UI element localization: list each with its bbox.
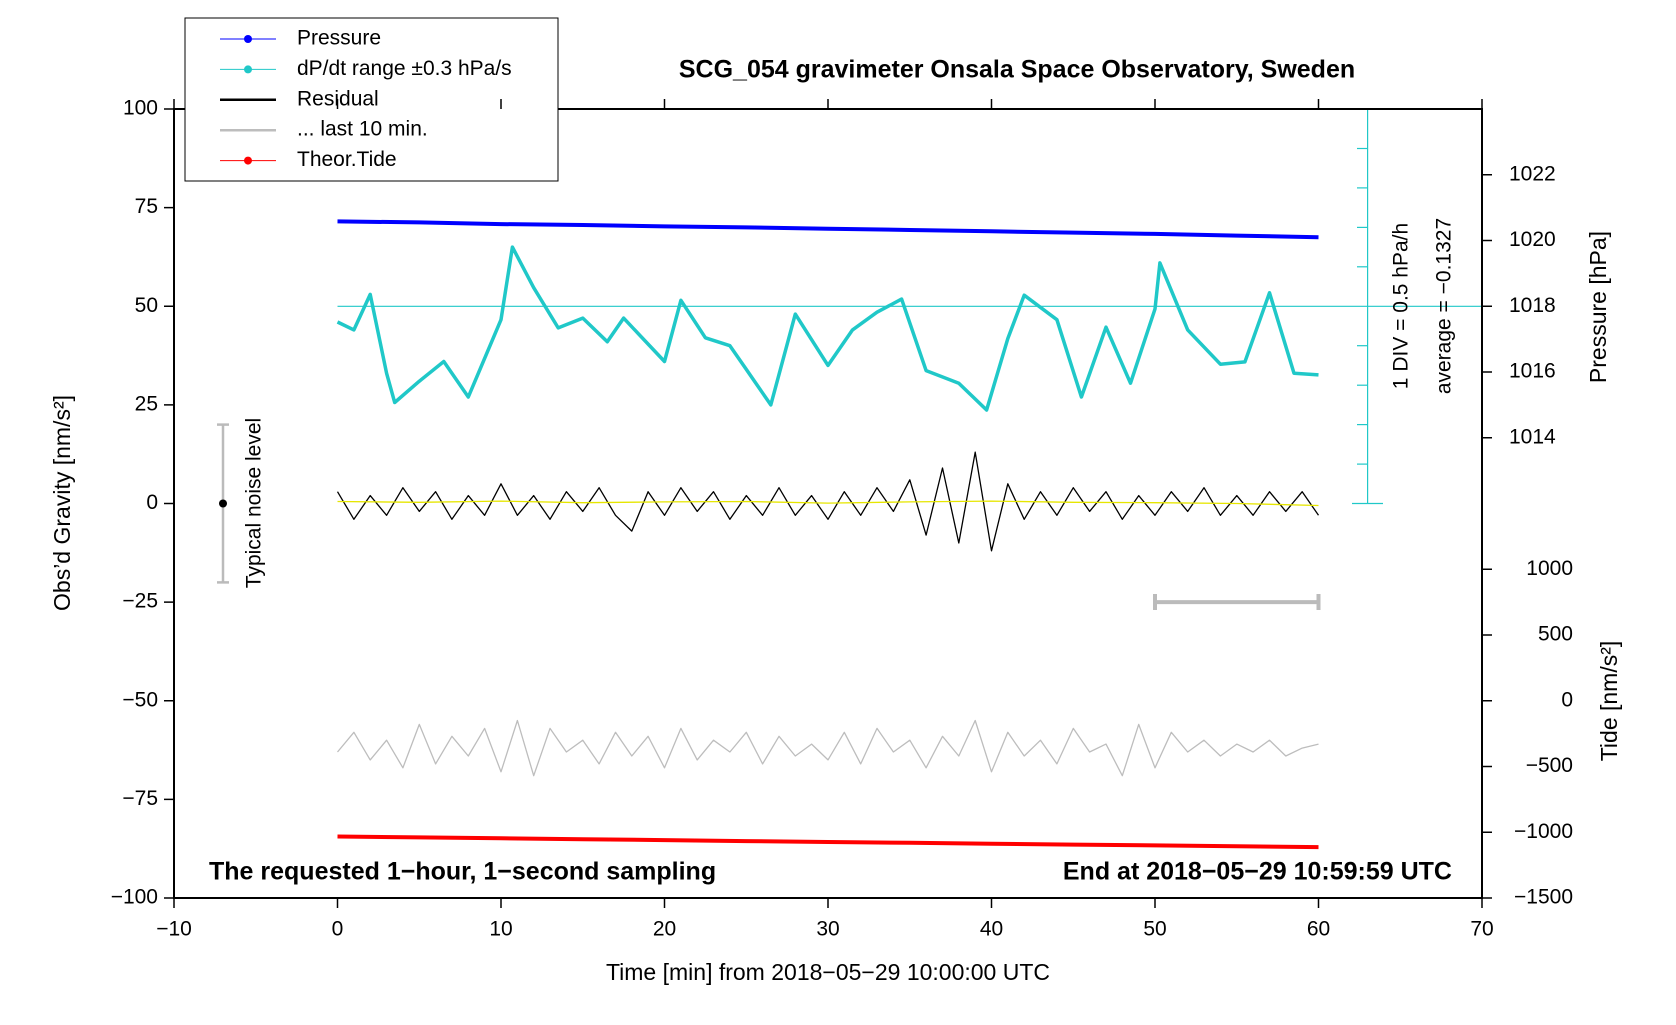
y3-tick-label: 500 bbox=[1538, 623, 1573, 646]
noise-bar bbox=[217, 423, 229, 584]
y2-tick-label: 1014 bbox=[1509, 425, 1556, 448]
y-tick-label: 100 bbox=[123, 97, 158, 120]
annotation: The requested 1−hour, 1−second sampling bbox=[209, 858, 716, 886]
series-line bbox=[337, 834, 1319, 850]
x-tick-label: 10 bbox=[489, 918, 512, 941]
x-tick-label: 0 bbox=[332, 918, 344, 941]
y-tick-label: 75 bbox=[135, 195, 158, 218]
y-tick-label: 50 bbox=[135, 294, 158, 317]
legend-label: ... last 10 min. bbox=[297, 118, 428, 141]
y3-axis-label: Tide [nm/s²] bbox=[1596, 641, 1622, 762]
y3-tick-label: 1000 bbox=[1526, 557, 1573, 580]
x-tick-label: −10 bbox=[156, 918, 192, 941]
dpdt-axis bbox=[337, 109, 1482, 505]
x-tick-label: 20 bbox=[653, 918, 676, 941]
y2-tick-label: 1016 bbox=[1509, 360, 1556, 383]
x-axis-label: Time [min] from 2018−05−29 10:00:00 UTC bbox=[606, 959, 1050, 985]
series-line bbox=[336, 451, 1320, 552]
x-tick-label: 30 bbox=[816, 918, 839, 941]
window-bar bbox=[1153, 594, 1321, 610]
y3-tick-label: 0 bbox=[1561, 688, 1573, 711]
y-tick-label: 0 bbox=[146, 491, 158, 514]
y-axis-label: Obs’d Gravity [nm/s²] bbox=[49, 395, 75, 611]
plot-area bbox=[336, 219, 1320, 850]
legend-label: Residual bbox=[297, 87, 379, 110]
y3-tick-label: −1000 bbox=[1514, 820, 1573, 843]
y2-axis-label: Pressure [hPa] bbox=[1585, 231, 1611, 383]
annotation: End at 2018−05−29 10:59:59 UTC bbox=[1063, 858, 1452, 886]
legend-marker bbox=[244, 156, 252, 165]
chart-title: SCG_054 gravimeter Onsala Space Observat… bbox=[679, 56, 1355, 84]
series-line bbox=[337, 219, 1319, 240]
x-tick-label: 70 bbox=[1470, 918, 1493, 941]
y3-tick-label: −1500 bbox=[1514, 886, 1573, 909]
y-tick-label: −100 bbox=[111, 886, 158, 909]
annotation: 1 DIV = 0.5 hPa/h bbox=[1390, 223, 1413, 389]
series-line bbox=[337, 719, 1319, 777]
y-tick-label: −75 bbox=[122, 787, 158, 810]
y-tick-label: 25 bbox=[135, 392, 158, 415]
legend-label: Theor.Tide bbox=[297, 148, 397, 171]
y3-tick-label: −500 bbox=[1526, 754, 1573, 777]
legend-marker bbox=[244, 65, 252, 74]
y2-tick-label: 1022 bbox=[1509, 162, 1556, 185]
annotation: average = −0.1327 bbox=[1433, 218, 1456, 394]
y2-tick-label: 1020 bbox=[1509, 228, 1556, 251]
x-tick-label: 60 bbox=[1307, 918, 1330, 941]
y2-tick-label: 1018 bbox=[1509, 294, 1556, 317]
x-tick-label: 40 bbox=[980, 918, 1003, 941]
annotation: Typical noise level bbox=[243, 418, 266, 588]
x-tick-label: 50 bbox=[1143, 918, 1166, 941]
series-line bbox=[337, 500, 1319, 507]
series-line bbox=[336, 245, 1319, 412]
legend-label: Pressure bbox=[297, 27, 381, 50]
y-tick-label: −25 bbox=[122, 590, 158, 613]
legend-label: dP/dt range ±0.3 hPa/s bbox=[297, 57, 512, 80]
legend: Pressure dP/dt range ±0.3 hPa/s Residual..… bbox=[184, 17, 559, 182]
legend-marker bbox=[244, 35, 252, 43]
y-tick-label: −50 bbox=[122, 688, 158, 711]
